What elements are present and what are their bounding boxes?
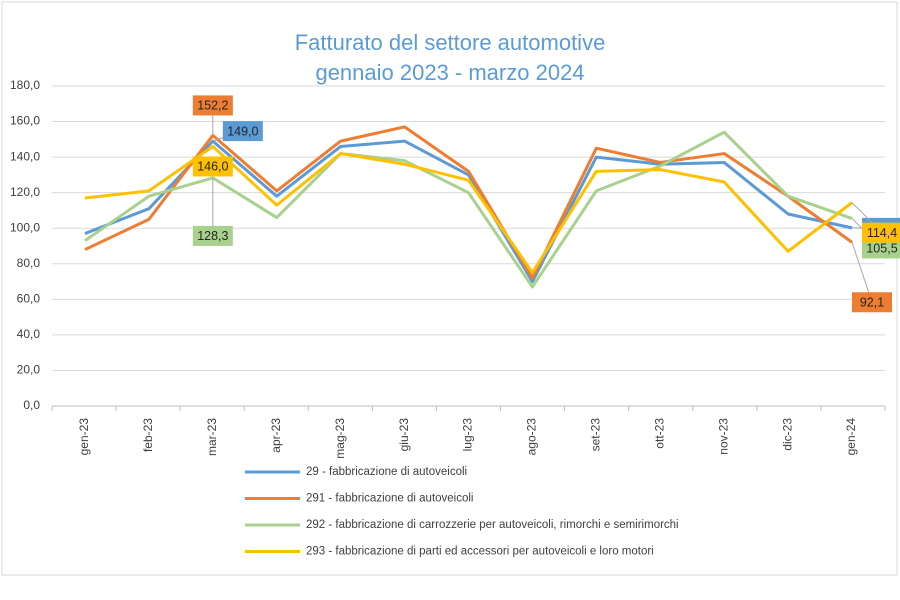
x-tick-label: ott-23 — [652, 418, 666, 449]
series-line — [84, 144, 853, 275]
x-tick-label: mar-23 — [205, 418, 219, 456]
x-tick-label: mag-23 — [333, 418, 347, 459]
x-tick-label: dic-23 — [780, 418, 794, 451]
y-tick-label: 80,0 — [17, 256, 41, 270]
series-line — [84, 130, 853, 289]
y-tick-label: 60,0 — [17, 292, 41, 306]
y-tick-label: 180,0 — [10, 78, 40, 92]
value-label-box — [852, 292, 892, 313]
value-label-box — [862, 222, 900, 243]
value-label: 92,1 — [860, 296, 884, 310]
value-label: 152,2 — [197, 99, 228, 113]
x-tick-label: set-23 — [589, 418, 603, 452]
value-label: 114,4 — [867, 226, 897, 240]
chart-title: Fatturato del settore automotive — [295, 30, 606, 55]
x-tick-label: apr-23 — [269, 418, 283, 453]
legend-label: 29 - fabbricazione di autoveicoli — [306, 466, 467, 478]
x-tick-label: nov-23 — [716, 418, 730, 455]
value-label: 146,0 — [197, 160, 228, 174]
y-tick-label: 120,0 — [10, 185, 40, 199]
value-label-box — [192, 225, 233, 246]
value-label: 105,5 — [866, 242, 897, 256]
legend-label: 292 - fabbricazione di carrozzerie per a… — [306, 519, 679, 531]
chart-frame — [1, 1, 898, 576]
y-tick-label: 0,0 — [23, 398, 40, 412]
value-label-box — [862, 238, 900, 259]
x-tick-label: lug-23 — [461, 418, 475, 452]
y-tick-label: 100,0 — [10, 220, 40, 234]
x-tick-label: feb-23 — [141, 418, 155, 452]
chart-subtitle: gennaio 2023 - marzo 2024 — [315, 60, 584, 85]
series-line — [84, 139, 853, 284]
value-label-box — [192, 156, 233, 177]
legend-label: 293 - fabbricazione di parti ed accessor… — [306, 546, 654, 558]
y-tick-label: 140,0 — [10, 149, 40, 163]
legend-label: 291 - fabbricazione di autoveicoli — [306, 493, 474, 505]
value-label-box — [222, 121, 263, 142]
value-label-box — [192, 95, 233, 116]
value-label: 149,0 — [227, 124, 258, 138]
x-tick-label: ago-23 — [525, 418, 539, 456]
value-label: 128,3 — [197, 229, 228, 243]
y-tick-label: 160,0 — [10, 114, 40, 128]
x-tick-label: gen-24 — [844, 418, 858, 456]
x-tick-label: gen-23 — [77, 418, 91, 456]
y-tick-label: 40,0 — [17, 327, 41, 341]
x-tick-label: giu-23 — [397, 418, 411, 452]
y-tick-label: 20,0 — [17, 363, 41, 377]
